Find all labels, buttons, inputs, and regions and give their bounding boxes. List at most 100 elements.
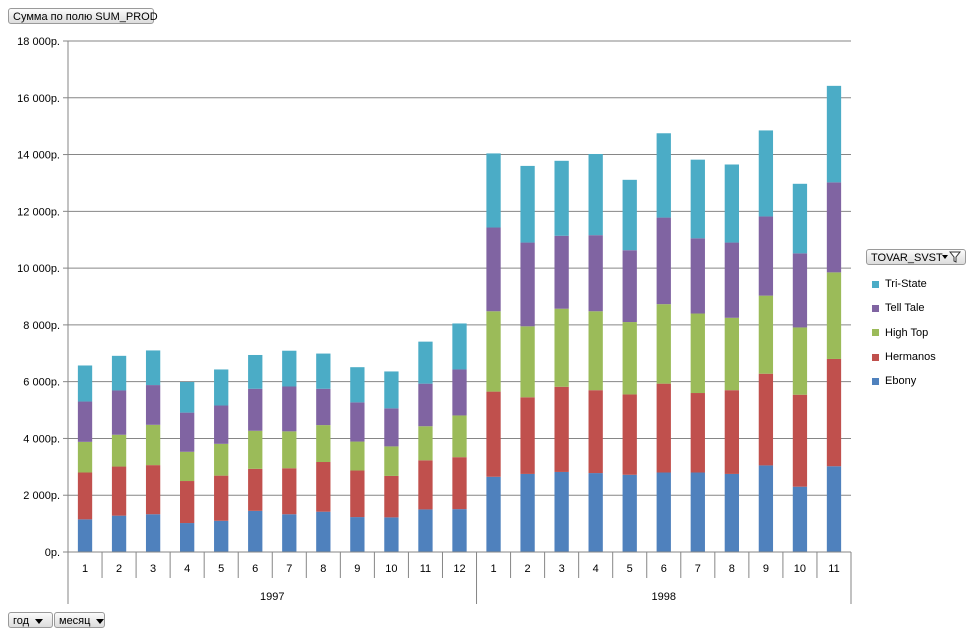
bar-segment-ebony — [724, 473, 739, 552]
x-tick-label: 1 — [490, 563, 496, 575]
bar-segment-high-top — [758, 295, 774, 374]
bar-segment-high-top — [111, 434, 127, 467]
legend-item: Hermanos — [872, 345, 936, 369]
group-label: 1997 — [260, 591, 284, 603]
x-tick-label: 6 — [252, 563, 258, 575]
bar-segment-tri-state — [792, 183, 808, 254]
bar-segment-hermanos — [316, 462, 331, 512]
bar-segment-tell-tale — [248, 388, 263, 431]
bar-segment-high-top — [724, 317, 739, 391]
x-tick-label: 4 — [184, 563, 190, 575]
group-label: 1998 — [652, 591, 676, 603]
x-tick-label: 12 — [453, 563, 465, 575]
bar-segment-ebony — [111, 515, 127, 552]
bar-segment-hermanos — [554, 386, 569, 472]
bar-segment-high-top — [350, 441, 365, 471]
bar-segment-ebony — [554, 471, 569, 552]
x-tick-label: 2 — [116, 563, 122, 575]
x-tick-label: 4 — [593, 563, 599, 575]
value-field-button[interactable]: Сумма по полю SUM_PROD — [8, 8, 158, 24]
dropdown-arrow-icon — [942, 255, 948, 259]
x-tick-label: 8 — [320, 563, 326, 575]
bar-segment-tell-tale — [180, 412, 195, 452]
bar-segment-hermanos — [758, 373, 774, 466]
y-tick-label: 8 000р. — [23, 320, 60, 332]
x-tick-label: 10 — [794, 563, 806, 575]
legend-label: Hermanos — [885, 351, 936, 364]
bar-segment-tell-tale — [792, 253, 808, 328]
bar-segment-tell-tale — [145, 385, 161, 425]
month-field-button[interactable]: месяц — [54, 612, 105, 628]
legend-label: Tri-State — [885, 278, 927, 291]
bar-segment-ebony — [418, 509, 433, 552]
bar-segment-tell-tale — [418, 383, 433, 427]
bar-segment-hermanos — [77, 472, 93, 520]
bar-segment-ebony — [486, 476, 501, 552]
legend-field-button[interactable]: TOVAR_SVST — [866, 249, 966, 265]
bar-segment-tell-tale — [384, 408, 399, 447]
bar-segment-tri-state — [350, 367, 365, 403]
bar-segment-high-top — [792, 327, 808, 395]
legend-swatch — [872, 329, 879, 337]
x-tick-label: 9 — [763, 563, 769, 575]
bar-segment-hermanos — [724, 390, 739, 474]
y-tick-label: 6 000р. — [23, 377, 60, 389]
bar-segment-tell-tale — [554, 235, 569, 309]
bar-segment-hermanos — [282, 468, 297, 515]
bar-segment-ebony — [656, 472, 671, 552]
legend-swatch — [872, 304, 879, 312]
legend: Tri-State Tell Tale High Top Hermanos Ebony — [872, 272, 936, 393]
bar-segment-ebony — [826, 466, 842, 552]
bar-segment-ebony — [77, 519, 93, 552]
bar-segment-ebony — [758, 465, 774, 552]
x-tick-label: 2 — [525, 563, 531, 575]
bar-segment-tri-state — [690, 159, 705, 239]
y-tick-label: 10 000р. — [17, 263, 60, 275]
bar-segment-tri-state — [384, 371, 399, 409]
bar-segment-ebony — [384, 517, 399, 552]
legend-label: Tell Tale — [885, 302, 925, 315]
bar-segment-tell-tale — [316, 388, 331, 426]
x-tick-label: 9 — [354, 563, 360, 575]
bar-segment-high-top — [316, 425, 331, 463]
bar-segment-tri-state — [77, 365, 93, 402]
bar-segment-hermanos — [248, 468, 263, 511]
bar-segment-tri-state — [758, 130, 774, 217]
bar-segment-hermanos — [520, 397, 535, 474]
bar-segment-tri-state — [248, 354, 263, 389]
bar-segment-tri-state — [418, 341, 433, 384]
legend-item: Tell Tale — [872, 296, 936, 320]
bar-segment-ebony — [180, 523, 195, 552]
y-tick-label: 0р. — [45, 547, 60, 559]
y-tick-label: 2 000р. — [23, 490, 60, 502]
bar-segment-ebony — [350, 517, 365, 552]
bar-segment-hermanos — [588, 390, 603, 474]
bar-segment-ebony — [248, 510, 263, 552]
bar-segment-hermanos — [486, 391, 501, 477]
x-tick-label: 5 — [627, 563, 633, 575]
bar-segment-high-top — [214, 443, 229, 476]
bar-segment-hermanos — [656, 383, 671, 473]
x-tick-label: 11 — [420, 563, 431, 575]
bar-segment-tell-tale — [588, 235, 603, 312]
bar-segment-tri-state — [282, 350, 297, 387]
filter-icon[interactable] — [949, 251, 961, 263]
bar-segment-hermanos — [145, 465, 161, 515]
bar-segment-tri-state — [316, 353, 331, 389]
bar-segment-tri-state — [520, 165, 535, 243]
x-tick-label: 7 — [695, 563, 701, 575]
bar-segment-high-top — [588, 311, 603, 391]
year-field-button[interactable]: год — [8, 612, 53, 628]
bar-segment-tell-tale — [350, 402, 365, 442]
bar-segment-high-top — [384, 446, 399, 476]
bar-segment-high-top — [826, 272, 842, 359]
bar-segment-tri-state — [622, 179, 637, 251]
bar-segment-tell-tale — [826, 182, 842, 273]
bar-segment-hermanos — [111, 466, 127, 516]
x-tick-label: 7 — [286, 563, 292, 575]
x-tick-label: 3 — [150, 563, 156, 575]
bar-segment-high-top — [248, 430, 263, 469]
chevron-down-icon — [96, 618, 105, 624]
bar-segment-tri-state — [656, 133, 671, 218]
